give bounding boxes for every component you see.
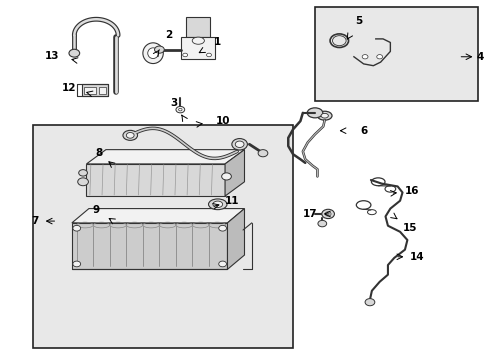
Text: 10: 10 xyxy=(215,116,229,126)
Ellipse shape xyxy=(192,37,204,44)
Bar xyxy=(99,87,106,94)
Polygon shape xyxy=(72,208,244,223)
Ellipse shape xyxy=(376,55,382,59)
Text: 12: 12 xyxy=(62,83,77,93)
Ellipse shape xyxy=(362,55,367,59)
Ellipse shape xyxy=(78,178,88,186)
Text: 1: 1 xyxy=(214,37,221,48)
Ellipse shape xyxy=(321,113,328,118)
Ellipse shape xyxy=(325,212,330,216)
Text: 15: 15 xyxy=(402,223,416,233)
Text: 14: 14 xyxy=(409,252,424,262)
Polygon shape xyxy=(86,164,224,196)
Ellipse shape xyxy=(218,261,226,267)
Bar xyxy=(33,125,292,348)
Text: 16: 16 xyxy=(404,186,419,197)
Text: 7: 7 xyxy=(32,216,39,226)
Text: 11: 11 xyxy=(224,197,239,206)
Ellipse shape xyxy=(73,225,81,231)
Ellipse shape xyxy=(183,53,187,57)
Text: 2: 2 xyxy=(165,30,172,40)
Ellipse shape xyxy=(212,201,222,207)
Ellipse shape xyxy=(186,33,210,48)
Ellipse shape xyxy=(365,298,374,306)
Ellipse shape xyxy=(317,111,331,120)
Ellipse shape xyxy=(69,49,80,57)
Ellipse shape xyxy=(73,261,81,267)
Bar xyxy=(186,18,210,37)
Polygon shape xyxy=(72,223,227,269)
Ellipse shape xyxy=(79,170,87,176)
Bar xyxy=(314,7,477,102)
Text: 13: 13 xyxy=(45,51,60,61)
Ellipse shape xyxy=(178,108,182,111)
Ellipse shape xyxy=(206,53,211,57)
Bar xyxy=(84,87,96,94)
Polygon shape xyxy=(86,150,244,164)
Bar xyxy=(81,84,108,96)
Ellipse shape xyxy=(231,139,247,150)
Text: 17: 17 xyxy=(302,209,317,219)
Text: 3: 3 xyxy=(170,98,177,108)
Ellipse shape xyxy=(126,132,134,138)
Ellipse shape xyxy=(258,150,267,157)
Polygon shape xyxy=(227,208,244,269)
Ellipse shape xyxy=(154,46,164,53)
Text: 5: 5 xyxy=(354,16,362,26)
Ellipse shape xyxy=(122,130,137,140)
Ellipse shape xyxy=(321,209,334,219)
Ellipse shape xyxy=(235,141,244,148)
Ellipse shape xyxy=(208,199,226,210)
Text: 8: 8 xyxy=(95,148,102,158)
Ellipse shape xyxy=(142,43,163,64)
Bar xyxy=(181,37,215,59)
Polygon shape xyxy=(224,150,244,196)
Ellipse shape xyxy=(176,107,184,113)
Ellipse shape xyxy=(306,108,322,118)
Ellipse shape xyxy=(221,173,231,180)
Text: 4: 4 xyxy=(476,52,483,62)
Text: 6: 6 xyxy=(359,126,366,136)
Ellipse shape xyxy=(147,48,158,59)
Text: 9: 9 xyxy=(92,205,100,215)
Ellipse shape xyxy=(218,225,226,231)
Ellipse shape xyxy=(317,220,326,227)
